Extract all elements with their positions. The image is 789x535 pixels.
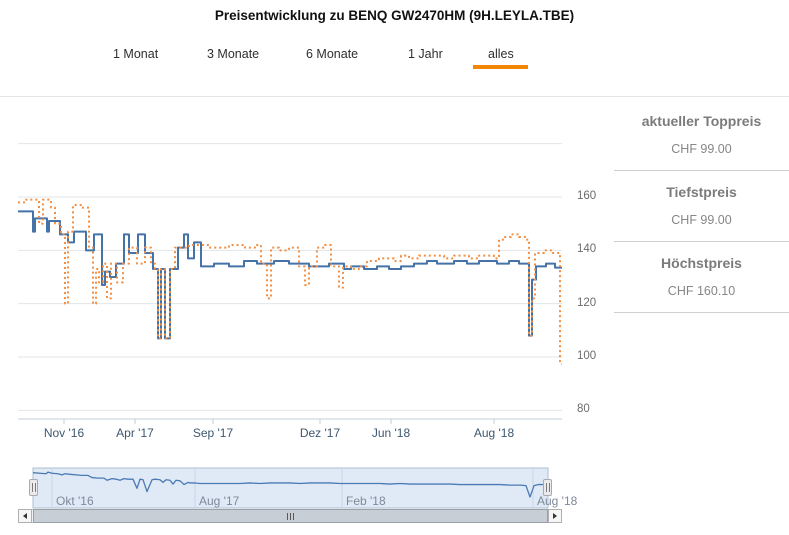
tab-alles[interactable]: alles [488,47,514,61]
arrow-left-icon [23,513,27,519]
navigator-label: Aug '17 [199,494,240,508]
stat-label: Höchstpreis [661,255,742,271]
navigator-handle-right[interactable] [543,479,552,496]
arrow-right-icon [553,513,557,519]
tab-3-monate[interactable]: 3 Monate [207,47,260,61]
x-axis-label: Sep '17 [192,426,234,440]
price-series [18,210,562,340]
stat-current-top-price: aktueller Toppreis CHF 99.00 [614,100,789,171]
tab-6-monate[interactable]: 6 Monate [306,47,359,61]
stat-label: aktueller Toppreis [641,113,762,129]
navigator-label: Feb '18 [346,494,386,508]
navigator-label: Aug '18 [537,494,578,508]
stat-lowest-price: Tiefstpreis CHF 99.00 [614,171,789,242]
price-series [32,471,548,498]
main-price-chart[interactable] [0,100,610,445]
scrollbar-left-arrow[interactable] [18,509,32,523]
x-axis-label: Nov '16 [43,426,85,440]
stat-label: Tiefstpreis [666,184,737,200]
stat-value: CHF 160.10 [667,284,736,298]
stat-value: CHF 99.00 [671,213,732,227]
navigator-selected-range[interactable] [32,467,549,509]
stat-value: CHF 99.00 [671,142,732,156]
y-axis-label: 120 [577,296,597,309]
tab-1-jahr[interactable]: 1 Jahr [408,47,443,61]
stat-highest-price: Höchstpreis CHF 160.10 [614,242,789,313]
x-axis-label: Aug '18 [473,426,515,440]
page-title: Preisentwicklung zu BENQ GW2470HM (9H.LE… [214,8,575,23]
header-divider [0,96,789,97]
price-stats-panel: aktueller Toppreis CHF 99.00 Tiefstpreis… [614,100,789,313]
y-axis-label: 100 [577,350,597,363]
navigator-handle-left[interactable] [29,479,38,496]
y-axis-label: 160 [577,190,597,202]
y-axis-label: 80 [577,403,590,416]
x-axis-label: Apr '17 [116,426,154,440]
active-tab-underline [473,65,528,69]
range-navigator[interactable] [0,460,610,535]
price-series [18,198,562,365]
scrollbar-thumb[interactable] [33,509,548,523]
scrollbar-right-arrow[interactable] [548,509,562,523]
tab-1-monat[interactable]: 1 Monat [113,47,159,61]
x-axis-label: Dez '17 [299,426,341,440]
x-axis-label: Jun '18 [371,426,411,440]
navigator-label: Okt '16 [56,494,94,508]
y-axis-label: 140 [577,243,597,256]
